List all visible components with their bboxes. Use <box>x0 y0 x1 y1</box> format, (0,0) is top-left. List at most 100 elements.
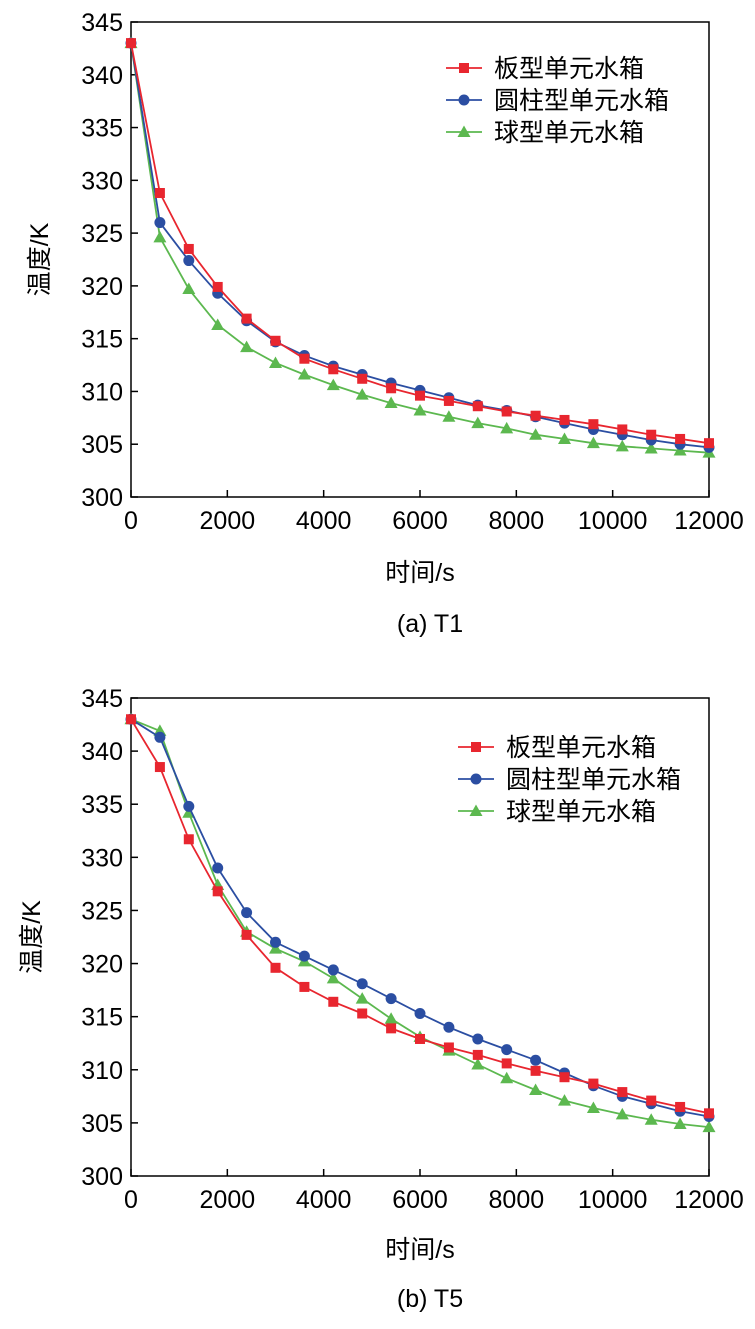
data-point <box>559 1072 570 1083</box>
data-point <box>269 356 282 368</box>
data-point <box>646 429 657 440</box>
legend-marker <box>458 94 470 106</box>
data-point <box>472 401 483 412</box>
y-tick-label: 300 <box>81 484 123 512</box>
data-point <box>702 1120 716 1133</box>
data-point <box>328 364 339 375</box>
legend-marker <box>470 773 482 785</box>
figure-caption: (a) T1 <box>397 610 463 638</box>
data-point <box>644 441 658 454</box>
data-point <box>559 414 570 425</box>
data-point <box>558 432 571 444</box>
y-tick-label: 305 <box>81 1110 123 1138</box>
x-tick-label: 8000 <box>489 507 545 535</box>
x-axis-label: 时间/s <box>385 1236 454 1264</box>
data-point <box>154 188 165 198</box>
y-tick-label: 315 <box>81 326 123 354</box>
data-point <box>472 1033 484 1045</box>
series-square <box>126 38 714 449</box>
y-tick-label: 315 <box>81 1004 123 1032</box>
data-point <box>675 1101 686 1112</box>
data-point <box>241 907 253 919</box>
data-point <box>673 444 687 456</box>
data-point <box>211 318 225 330</box>
series-square <box>126 714 714 1119</box>
data-point <box>443 395 454 406</box>
data-point <box>530 1054 542 1066</box>
data-point <box>442 410 456 422</box>
y-tick-label: 345 <box>81 685 123 713</box>
x-tick-label: 12000 <box>674 1186 744 1214</box>
data-point <box>154 731 166 743</box>
x-tick-label: 8000 <box>489 1186 545 1214</box>
data-point <box>673 1117 687 1129</box>
x-tick-label: 4000 <box>296 507 352 535</box>
legend-label: 板型单元水箱 <box>494 55 644 83</box>
legend-marker <box>469 804 483 816</box>
data-point <box>704 438 714 449</box>
data-point <box>212 862 224 874</box>
data-point <box>126 714 136 725</box>
y-tick-label: 320 <box>81 951 123 979</box>
x-tick-label: 6000 <box>392 507 448 535</box>
x-tick-label: 10000 <box>578 507 648 535</box>
data-point <box>212 281 223 292</box>
data-point <box>617 424 628 435</box>
y-tick-label: 325 <box>81 897 123 925</box>
y-tick-label: 320 <box>81 273 123 301</box>
y-axis-label: 温度/K <box>18 900 46 974</box>
data-point <box>326 971 340 984</box>
data-point <box>328 996 339 1007</box>
data-point <box>183 243 194 254</box>
y-tick-label: 330 <box>81 167 123 195</box>
data-point <box>500 421 514 434</box>
data-point <box>327 964 339 976</box>
data-point <box>270 936 281 948</box>
data-point <box>356 978 368 990</box>
data-point <box>501 406 512 417</box>
data-point <box>183 800 195 812</box>
data-point <box>415 1033 425 1044</box>
data-point <box>355 992 369 1004</box>
data-point <box>384 1012 398 1024</box>
data-point <box>471 1057 485 1070</box>
data-point <box>270 335 281 346</box>
data-point <box>386 383 397 394</box>
data-point <box>183 255 195 267</box>
data-point <box>443 1021 455 1033</box>
x-tick-label: 2000 <box>200 1186 256 1214</box>
data-point <box>241 313 252 324</box>
y-tick-label: 340 <box>81 738 123 766</box>
series-triangle <box>124 36 716 458</box>
data-point <box>299 353 310 364</box>
data-point <box>154 217 166 229</box>
data-point <box>530 1065 541 1076</box>
data-point <box>386 1023 397 1034</box>
y-tick-label: 300 <box>81 1163 123 1191</box>
x-tick-label: 4000 <box>296 1186 352 1214</box>
data-point <box>530 410 541 421</box>
legend-label: 球型单元水箱 <box>506 798 656 826</box>
y-tick-label: 335 <box>81 115 123 143</box>
x-tick-label: 12000 <box>674 507 744 535</box>
data-point <box>443 1042 454 1053</box>
chart-t1: 300 305 310 315 320 325 330 335 340 345 0 2000 4000 6… <box>26 9 744 638</box>
y-tick-label: 305 <box>81 431 123 459</box>
figure-caption: (b) T5 <box>397 1285 463 1313</box>
y-tick-label: 345 <box>81 9 123 37</box>
x-tick-label: 10000 <box>578 1186 648 1214</box>
data-point <box>384 396 398 409</box>
data-point <box>153 230 167 243</box>
data-point <box>586 436 600 449</box>
legend-label: 板型单元水箱 <box>506 734 656 762</box>
data-point <box>500 1071 514 1084</box>
data-point <box>298 950 310 962</box>
data-point <box>269 942 282 954</box>
data-point <box>299 981 310 992</box>
x-tick-label: 0 <box>124 507 138 535</box>
data-point <box>588 419 599 430</box>
data-point <box>212 886 223 897</box>
data-point <box>154 762 165 773</box>
